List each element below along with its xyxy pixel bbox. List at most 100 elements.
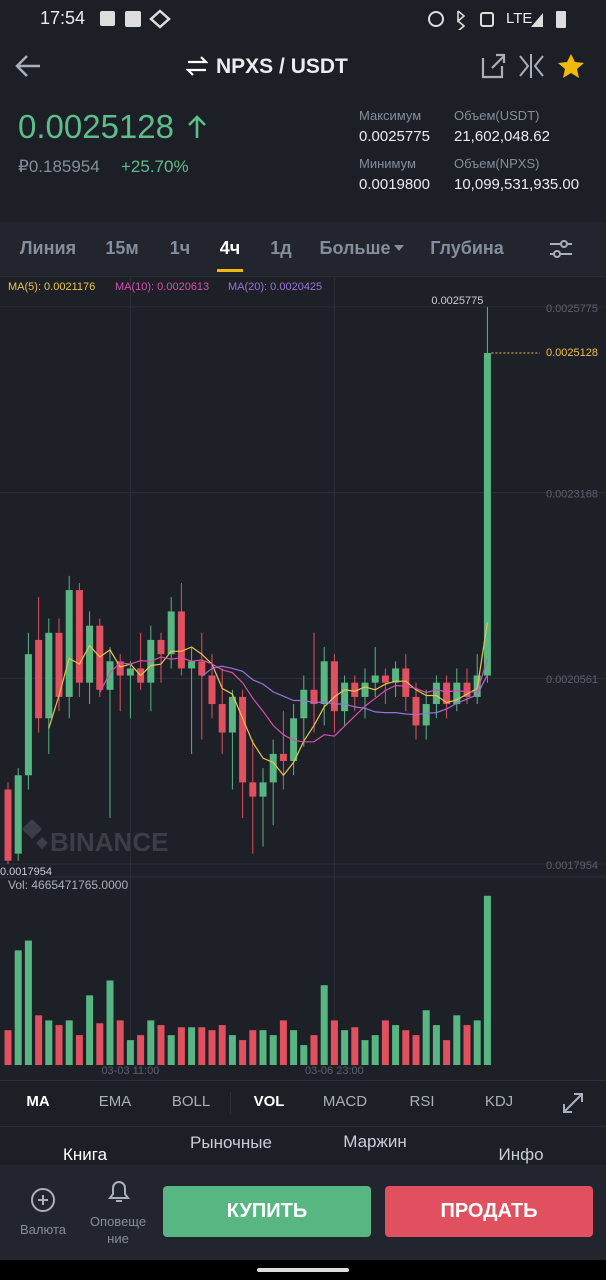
stat-value: 10,099,531,935.00 (454, 176, 580, 193)
alerts-icon[interactable] (104, 1176, 134, 1206)
indicator-tab[interactable]: MACD (322, 1093, 368, 1110)
indicator-tab[interactable]: KDJ (484, 1093, 514, 1110)
candle-body (45, 632, 53, 719)
candle-body (239, 696, 247, 783)
header-actions[interactable] (480, 52, 590, 80)
interval-tab[interactable]: 1д (270, 238, 292, 258)
currency-icon[interactable] (28, 1185, 58, 1215)
indicator-tab[interactable]: RSI (409, 1093, 435, 1110)
indicator-bar (0, 1080, 606, 1126)
volume-bar (65, 1020, 73, 1065)
last-price: 0.0025128 (18, 108, 174, 145)
candle-body (290, 718, 298, 762)
volume-bar (55, 1025, 63, 1065)
currency-label[interactable]: Валюта (20, 1222, 66, 1237)
candle-body (55, 632, 63, 697)
volume-bar (330, 1020, 338, 1065)
bottom-tab[interactable]: Книга (62, 1145, 108, 1164)
candle-body (351, 682, 359, 697)
candle-body (463, 682, 471, 697)
candle-body (96, 625, 104, 690)
volume-bar (86, 995, 94, 1065)
bottom-tab[interactable]: Рыночные (190, 1133, 272, 1152)
volume-bar (351, 1027, 359, 1065)
volume-bar (147, 1020, 155, 1065)
stat-label: Объем(NPXS) (454, 156, 540, 171)
candle-body (228, 696, 236, 733)
interval-tab[interactable]: 1ч (169, 238, 191, 258)
bottom-tab[interactable]: Маржин (343, 1132, 407, 1151)
home-indicator[interactable] (257, 1268, 349, 1272)
candle-body (35, 639, 43, 719)
candle-body (422, 704, 430, 726)
indicator-tab[interactable]: EMA (98, 1093, 132, 1110)
candle-body (24, 654, 32, 776)
back-button[interactable] (14, 54, 42, 78)
bottom-tab[interactable]: Инфо (498, 1145, 544, 1164)
volume-bar (249, 1030, 257, 1065)
indicator-tab[interactable]: MA (26, 1093, 50, 1110)
volume-bar (208, 1030, 216, 1065)
candle-body (381, 675, 389, 683)
candle-body (177, 611, 185, 669)
dropdown-caret (394, 245, 404, 251)
interval-tab[interactable]: Линия (19, 238, 77, 258)
volume-bar (96, 1023, 104, 1065)
volume-bar (157, 1025, 165, 1065)
volume-bar (259, 1030, 267, 1065)
swap-icon[interactable] (186, 56, 208, 76)
volume-bar (24, 940, 32, 1065)
x-tick-label: 03-06 23:00 (305, 1065, 364, 1077)
volume-bar (483, 895, 491, 1065)
candle-body (188, 661, 196, 669)
candle-body (341, 682, 349, 712)
candle-body (259, 782, 267, 797)
candle-body (412, 696, 420, 726)
candle-body (330, 661, 338, 712)
interval-tab[interactable]: Больше (319, 238, 391, 258)
indicator-tab[interactable]: VOL (253, 1093, 285, 1110)
candle-body (310, 689, 318, 705)
candle-body (371, 675, 379, 683)
indicator-tab[interactable]: BOLL (171, 1093, 211, 1110)
high-label: 0.0025775 (431, 295, 483, 307)
volume-bar (412, 1035, 420, 1065)
candle-body (208, 675, 216, 705)
interval-tab[interactable]: 15м (105, 238, 139, 258)
pair-title[interactable]: NPXS / USDT (216, 55, 348, 78)
settings-icon[interactable] (548, 238, 574, 260)
bottom-tabs-bar (0, 1126, 606, 1167)
candle-body (300, 689, 308, 719)
fiat-price: ₽0.185954 (18, 157, 100, 176)
candle-body (167, 611, 175, 655)
volume-bar (381, 1020, 389, 1065)
legend-entry: MA(20): 0.0020425 (228, 281, 322, 293)
low-label: 0.0017954 (0, 866, 52, 878)
candle-body (75, 590, 83, 683)
buy-button[interactable]: КУПИТЬ (163, 1186, 371, 1237)
sell-button[interactable]: ПРОДАТЬ (385, 1186, 593, 1237)
last-price-label: 0.0025128 (546, 347, 598, 359)
interval-tab[interactable]: Глубина (430, 238, 504, 258)
volume-bar (137, 1035, 145, 1065)
volume-bar (402, 1030, 410, 1065)
candle-body (443, 682, 451, 705)
stat-label: Максимум (359, 108, 422, 123)
volume-bar (422, 1010, 430, 1065)
volume-bar (453, 1015, 461, 1065)
candle-body (269, 753, 277, 783)
candle-body (402, 668, 410, 697)
volume-bar (463, 1025, 471, 1065)
candle-body (198, 661, 206, 676)
volume-bar (392, 1025, 400, 1065)
volume-bar (341, 1030, 349, 1065)
legend-entry: MA(10): 0.0020613 (115, 281, 209, 293)
interval-tab[interactable]: 4ч (219, 238, 241, 258)
candle-body (65, 590, 73, 697)
alerts-label[interactable]: Оповещение (89, 1214, 147, 1246)
volume-bar (75, 1035, 83, 1065)
stat-value: 21,602,048.62 (454, 128, 550, 145)
fullscreen-icon[interactable] (562, 1092, 584, 1114)
candle-body (249, 782, 257, 797)
kline-chart: BINANCE Vol: 4665471765.0000 0.0017954 0.… (0, 276, 606, 1080)
